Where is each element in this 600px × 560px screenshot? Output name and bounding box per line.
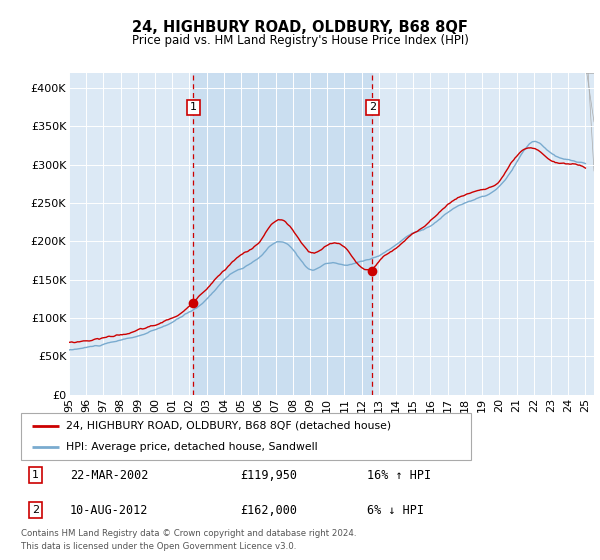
Text: 2: 2 [32, 505, 39, 515]
Text: HPI: Average price, detached house, Sandwell: HPI: Average price, detached house, Sand… [66, 442, 317, 452]
Text: This data is licensed under the Open Government Licence v3.0.: This data is licensed under the Open Gov… [21, 542, 296, 550]
Text: £119,950: £119,950 [240, 469, 297, 482]
Text: 1: 1 [190, 102, 197, 113]
Text: 10-AUG-2012: 10-AUG-2012 [70, 504, 148, 517]
Text: 22-MAR-2002: 22-MAR-2002 [70, 469, 148, 482]
Text: Contains HM Land Registry data © Crown copyright and database right 2024.: Contains HM Land Registry data © Crown c… [21, 529, 356, 538]
Text: Price paid vs. HM Land Registry's House Price Index (HPI): Price paid vs. HM Land Registry's House … [131, 34, 469, 46]
Text: 16% ↑ HPI: 16% ↑ HPI [367, 469, 431, 482]
Bar [193, 73, 372, 395]
Text: 24, HIGHBURY ROAD, OLDBURY, B68 8QF (detached house): 24, HIGHBURY ROAD, OLDBURY, B68 8QF (det… [66, 421, 391, 431]
Text: 6% ↓ HPI: 6% ↓ HPI [367, 504, 424, 517]
Text: £162,000: £162,000 [240, 504, 297, 517]
Text: 2: 2 [369, 102, 376, 113]
Text: 24, HIGHBURY ROAD, OLDBURY, B68 8QF: 24, HIGHBURY ROAD, OLDBURY, B68 8QF [132, 20, 468, 35]
Text: 1: 1 [32, 470, 39, 480]
